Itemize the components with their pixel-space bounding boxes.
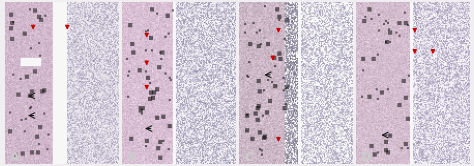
- Text: B: B: [128, 151, 137, 164]
- Text: C: C: [245, 151, 254, 164]
- Text: A: A: [10, 151, 20, 164]
- Text: D: D: [361, 151, 372, 164]
